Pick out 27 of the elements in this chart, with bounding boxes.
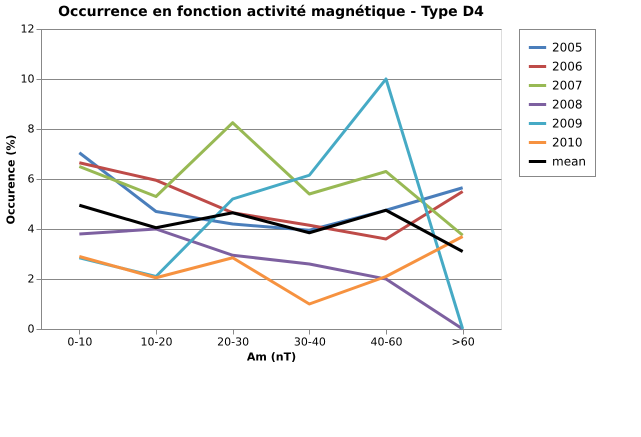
- legend-label: 2009: [552, 116, 583, 130]
- legend-label: mean: [552, 154, 586, 168]
- chart-title: Occurrence en fonction activité magnétique - Type D4: [58, 4, 484, 20]
- x-tick-label: 10-20: [140, 336, 172, 348]
- legend-label: 2008: [552, 98, 583, 112]
- y-tick-label: 12: [20, 22, 34, 36]
- y-tick-label: 0: [28, 322, 34, 336]
- x-tick-label: 0-10: [67, 336, 92, 348]
- y-tick-label: 6: [28, 172, 34, 186]
- line-series: [78, 228, 464, 330]
- x-tick-label: 40-60: [370, 336, 402, 348]
- line-series: [78, 204, 464, 253]
- y-tick-label: 4: [28, 222, 34, 236]
- legend-label: 2006: [552, 60, 583, 74]
- line-series: [78, 121, 464, 237]
- y-tick-label: 2: [28, 272, 34, 286]
- legend-label: 2010: [552, 136, 583, 150]
- x-tick-label: 30-40: [294, 336, 326, 348]
- x-tick-label: 20-30: [217, 336, 250, 348]
- x-tick-label: >60: [452, 336, 475, 348]
- y-axis-title: Occurence (%): [4, 134, 18, 224]
- legend-label: 2005: [552, 40, 583, 54]
- legend-label: 2007: [552, 78, 583, 92]
- y-tick-label: 8: [28, 122, 34, 136]
- x-axis-title: Am (nT): [246, 350, 296, 364]
- y-tick-label: 10: [20, 72, 34, 86]
- line-series: [78, 235, 464, 306]
